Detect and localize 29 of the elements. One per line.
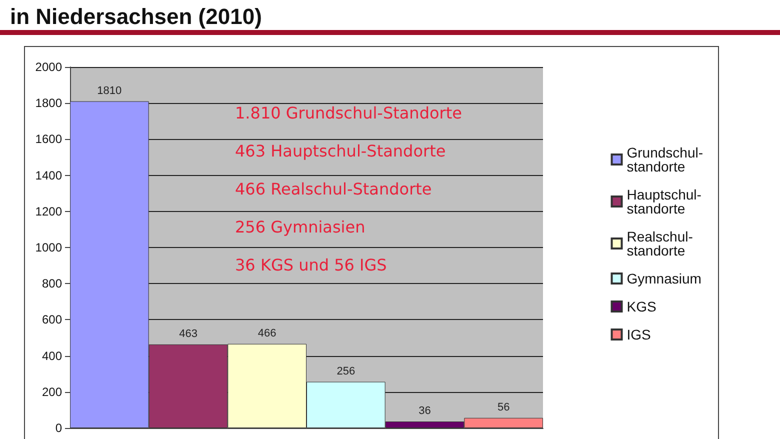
y-tick-label: 800 (42, 276, 62, 291)
y-tick-label: 1400 (35, 168, 62, 182)
data-label: 256 (336, 365, 356, 378)
annotation: 1.810 Grundschul-Standorte (235, 104, 462, 122)
data-label: 463 (179, 328, 198, 340)
y-tick-label: 0 (55, 421, 62, 435)
annotation: 463 Hauptschul-Standorte (235, 142, 446, 160)
y-tick-label: 200 (42, 384, 62, 399)
annotation: 466 Realschul-Standorte (235, 180, 432, 198)
y-tick-label: 2000 (35, 60, 62, 74)
annotation: 36 KGS und 56 IGS (235, 256, 387, 274)
data-label: 36 (418, 405, 431, 417)
legend-label: Realschul-standorte (626, 228, 694, 258)
y-tick-label: 600 (42, 312, 62, 327)
data-label: 1810 (97, 84, 122, 97)
chart-title: in Niedersachsen (2010) (10, 4, 262, 30)
legend-label: Grundschul-standorte (626, 144, 704, 174)
y-tick-label: 1800 (35, 96, 62, 110)
legend-label: KGS (626, 298, 656, 314)
legend-label: Gymnasium (626, 270, 702, 286)
legend-label: Hauptschul-standorte (626, 186, 702, 216)
y-tick-label: 1000 (35, 240, 62, 254)
annotation: 256 Gymniasien (235, 218, 366, 236)
data-label: 56 (497, 401, 510, 414)
data-label: 466 (258, 327, 276, 340)
y-tick-label: 1200 (35, 204, 62, 218)
y-tick-label: 400 (42, 348, 62, 363)
legend-label: IGS (626, 326, 651, 342)
y-tick-label: 1600 (35, 132, 62, 146)
